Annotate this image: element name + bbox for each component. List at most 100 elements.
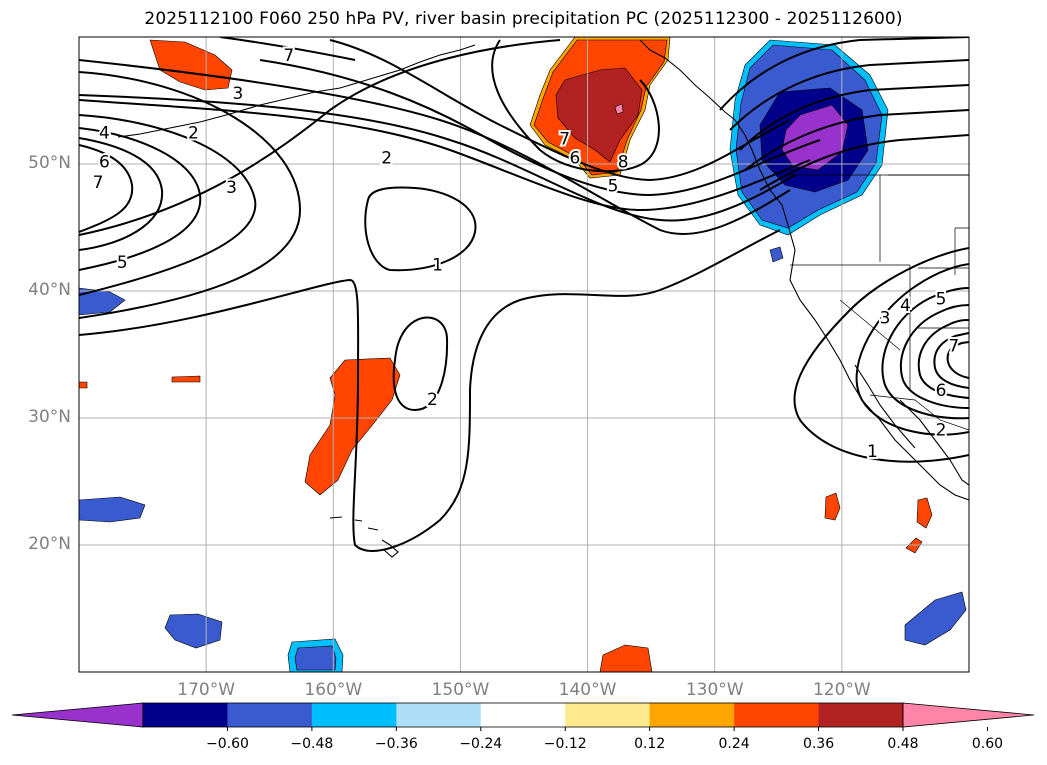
pv-contour-label: 1 bbox=[432, 255, 443, 275]
pv-contour-label: 6 bbox=[99, 152, 110, 172]
colorbar-segment bbox=[565, 703, 651, 727]
coastline-hawaii bbox=[329, 516, 399, 558]
colorbar-tick-label: 0.12 bbox=[634, 736, 666, 752]
pv-contour-label: 3 bbox=[226, 178, 237, 198]
pv-contour-label: 7 bbox=[93, 173, 104, 193]
pv-contours bbox=[79, 37, 969, 552]
lat-label: 40°N bbox=[28, 280, 71, 300]
pv-contour-6-west bbox=[79, 137, 164, 251]
pv-contour-arc-upper bbox=[79, 39, 561, 236]
coastline-baja bbox=[854, 364, 916, 449]
pv-contour-3-north bbox=[79, 59, 791, 235]
precip-blob-negative-small-ca bbox=[769, 246, 784, 263]
pv-contour-label: 3 bbox=[233, 84, 244, 104]
pv-contour-label: 4 bbox=[900, 296, 911, 316]
pv-contour-label: 7 bbox=[948, 337, 959, 357]
pv-contour-5-north bbox=[79, 99, 811, 212]
colorbar-segment bbox=[227, 703, 313, 727]
colorbar-segment bbox=[396, 703, 482, 727]
precip-blob-negative-s1 bbox=[164, 613, 223, 649]
precip-blob-positive-nw bbox=[149, 39, 233, 91]
colorbar-tick-label: 0.60 bbox=[971, 736, 1004, 752]
pv-contour-label: 5 bbox=[117, 253, 128, 273]
colorbar-segment bbox=[818, 703, 904, 727]
pv-contour-label: 5 bbox=[936, 290, 947, 310]
pv-contour-8-north bbox=[491, 39, 660, 173]
lon-label: 170°W bbox=[177, 680, 236, 700]
precip-blob-positive-goa-peak bbox=[614, 103, 624, 115]
lon-label: 150°W bbox=[431, 680, 490, 700]
pv-contour-2-main bbox=[79, 229, 781, 552]
colorbar-segment bbox=[649, 703, 735, 727]
pv-contour-cutoff-6 bbox=[933, 332, 969, 389]
precip-blob-negative-pnw-peak bbox=[781, 104, 849, 171]
precip-blob-positive-s3 bbox=[916, 497, 933, 529]
coastline-aleutians bbox=[117, 44, 476, 138]
pv-contour-3-main bbox=[79, 71, 302, 319]
colorbar-segment bbox=[734, 703, 820, 727]
precip-blob-negative-sw bbox=[79, 496, 146, 523]
pv-contour-cutoff-4 bbox=[899, 304, 969, 409]
precip-blob-positive-s2 bbox=[824, 492, 841, 521]
colorbar-extend-low bbox=[11, 702, 144, 728]
pv-contour-label: 6 bbox=[936, 381, 947, 401]
colorbar-tick-label: 0.24 bbox=[718, 736, 750, 752]
colorbar-segment bbox=[311, 703, 397, 727]
pv-contour-jet-east-1 bbox=[739, 84, 969, 151]
pv-contour-jet-east-3 bbox=[759, 134, 969, 191]
pv-contour-2-closed bbox=[392, 316, 449, 412]
precip-blob-positive-s5 bbox=[171, 375, 201, 383]
precip-blob-negative-s2-core bbox=[294, 645, 337, 671]
pv-contour-label: 2 bbox=[381, 149, 392, 169]
colorbar-tick-label: −0.60 bbox=[205, 736, 249, 752]
pv-contour-jet-east-4 bbox=[729, 59, 969, 131]
pv-contour-6-north bbox=[259, 59, 821, 197]
pv-contour-label: 7 bbox=[559, 130, 570, 150]
pv-contour-label: 8 bbox=[618, 152, 629, 172]
colorbar-tick-label: −0.36 bbox=[374, 736, 418, 752]
pv-contour-top-arc bbox=[219, 37, 356, 61]
lat-label: 20°N bbox=[28, 534, 71, 554]
lat-label: 50°N bbox=[28, 153, 71, 173]
map-frame bbox=[78, 36, 970, 673]
pv-contour-jet-east-5 bbox=[719, 37, 969, 111]
pv-contour-4-west bbox=[79, 114, 257, 296]
pv-contour-7-north bbox=[329, 39, 791, 182]
pv-contour-7-west bbox=[79, 144, 134, 233]
lon-label: 120°W bbox=[812, 680, 871, 700]
pv-contour-4-north bbox=[79, 94, 796, 222]
pv-contour-label: 4 bbox=[99, 123, 110, 143]
colorbar-frame bbox=[142, 702, 904, 728]
map-title: 2025112100 F060 250 hPa PV, river basin … bbox=[144, 9, 903, 29]
pv-contour-label: 2 bbox=[188, 123, 199, 143]
pv-contour-cutoff-5 bbox=[917, 319, 969, 399]
colorbar-extend-high bbox=[902, 702, 1035, 728]
pv-contour-label: 3 bbox=[880, 309, 891, 329]
pv-contour-label: 7 bbox=[283, 46, 294, 66]
pv-contour-label: 2 bbox=[427, 390, 438, 410]
colorbar-tick-label: 0.48 bbox=[887, 736, 919, 752]
precip-blob-positive-central bbox=[304, 357, 401, 496]
precip-blob-negative-se bbox=[904, 591, 967, 646]
pv-contour-cutoff-7 bbox=[946, 341, 969, 379]
pv-contour-1-closed bbox=[364, 186, 477, 272]
pv-contour-cutoff-2 bbox=[855, 263, 969, 436]
colorbar-segment bbox=[480, 703, 566, 727]
colorbar-tick-label: 0.36 bbox=[802, 736, 835, 752]
colorbar-tick-label: −0.48 bbox=[290, 736, 334, 752]
coastlines bbox=[117, 39, 969, 558]
colorbar bbox=[11, 702, 1035, 731]
precip-blob-positive-goa-core bbox=[555, 67, 643, 163]
lon-label: 160°W bbox=[304, 680, 363, 700]
pv-contour-label: 2 bbox=[936, 420, 947, 440]
coastline-alaska-south bbox=[639, 39, 753, 151]
pv-contour-label: 6 bbox=[569, 149, 580, 169]
coastline-mexico bbox=[899, 399, 969, 486]
pv-contour-label: 1 bbox=[867, 442, 878, 462]
precip-blob-positive-s6 bbox=[79, 381, 88, 389]
lat-label: 30°N bbox=[28, 407, 71, 427]
pv-contour-label: 5 bbox=[608, 177, 619, 197]
